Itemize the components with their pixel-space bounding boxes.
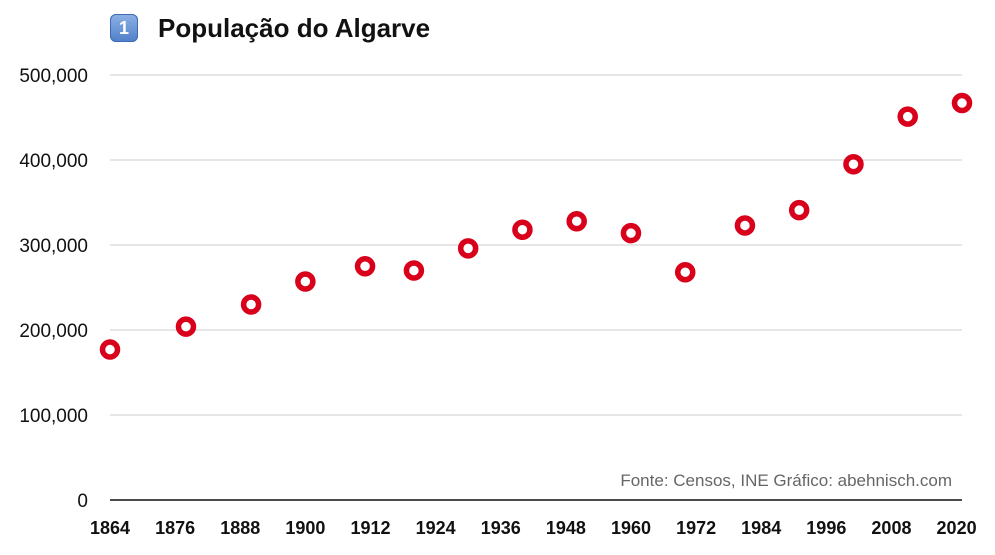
data-point [457,238,479,259]
x-tick-label: 1900 [285,518,325,538]
x-tick-label: 1972 [676,518,716,538]
data-point [99,339,121,360]
x-tick-label: 1864 [90,518,130,538]
data-point [566,210,587,232]
x-tick-label: 1996 [806,518,846,538]
chart-title: População do Algarve [158,12,431,43]
chart-header: 1 População do Algarve [110,10,430,46]
data-point [951,92,973,114]
grid-lines [110,74,962,416]
data-point [788,199,810,221]
data-point [734,215,756,236]
data-point [354,256,376,277]
keycap-one-icon: 1 [110,14,138,42]
data-point [295,271,316,292]
y-tick-label: 200,000 [19,321,88,342]
data-points [99,92,973,360]
x-tick-label: 1888 [220,518,260,538]
x-tick-label: 1924 [416,518,456,538]
x-tick-label: 2020 [937,518,977,538]
x-tick-label: 1984 [741,518,781,538]
y-tick-label: 100,000 [19,406,88,427]
data-point [620,222,642,244]
x-tick-label: 1936 [481,518,521,538]
data-point [175,316,197,337]
data-point [843,154,864,175]
data-point [674,261,696,283]
source-note: Fonte: Censos, INE Gráfico: abehnisch.co… [620,471,952,490]
x-tick-label: 2008 [871,518,911,538]
data-point [512,219,533,240]
x-tick-label: 1948 [546,518,586,538]
y-tick-label: 300,000 [19,236,88,257]
data-point [240,294,262,315]
y-tick-label: 0 [77,491,88,512]
x-axis-tick-labels: 1864 1876 1888 1900 1912 1924 1936 1948 1960 1972… [90,518,977,538]
data-point [403,260,425,281]
data-point [897,106,918,127]
y-tick-label: 400,000 [19,151,88,172]
x-tick-label: 1912 [350,518,390,538]
x-tick-label: 1876 [155,518,195,538]
y-tick-label: 500,000 [19,66,88,87]
y-axis-tick-labels: 0 100,000 200,000 300,000 400,000 500,000 [19,66,88,512]
x-tick-label: 1960 [611,518,651,538]
